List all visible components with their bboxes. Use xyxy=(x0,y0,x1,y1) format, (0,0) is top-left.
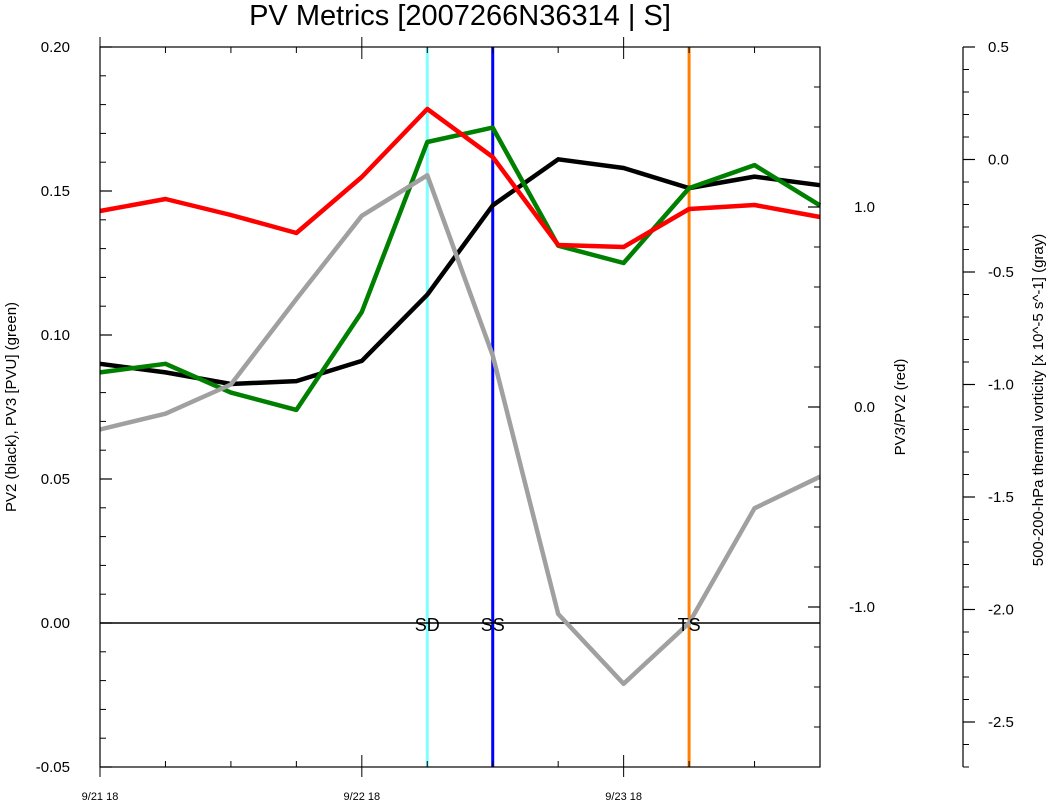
inner-right-tick-label: 1.0 xyxy=(854,199,875,216)
inner-right-tick-label: 0.0 xyxy=(854,399,875,416)
left-tick-label: 0.00 xyxy=(41,615,70,632)
outer-right-axis-label: 500-200-hPa thermal vorticity [x 10^-5 s… xyxy=(1030,234,1047,567)
event-label-ts: TS xyxy=(678,615,701,635)
outer-right-tick-label: 0.0 xyxy=(988,152,1009,169)
chart-title: PV Metrics [2007266N36314 | S] xyxy=(249,0,671,32)
left-axis-label: PV2 (black), PV3 [PVU] (green) xyxy=(3,302,20,512)
x-tick-label: 9/21 18 xyxy=(82,791,119,803)
event-label-ss: SS xyxy=(481,615,505,635)
outer-right-tick-label: -1.5 xyxy=(988,489,1014,506)
left-tick-label: 0.20 xyxy=(41,39,70,56)
left-tick-label: 0.15 xyxy=(41,183,70,200)
event-label-sd: SD xyxy=(415,615,440,635)
x-tick-label: 9/23 18 xyxy=(605,791,642,803)
left-tick-label: 0.10 xyxy=(41,327,70,344)
event-lines xyxy=(100,47,820,767)
series-line-3 xyxy=(99,173,821,687)
left-tick-label: 0.05 xyxy=(41,471,70,488)
outer-right-tick-label: -2.5 xyxy=(988,714,1014,731)
left-tick-label: -0.05 xyxy=(36,759,70,776)
outer-right-tick-label: 0.5 xyxy=(988,39,1009,56)
plot-frame xyxy=(99,46,821,768)
inner-right-axis-label: PV3/PV2 (red) xyxy=(892,359,909,456)
outer-right-tick-label: -2.0 xyxy=(988,602,1014,619)
outer-right-tick-label: -1.0 xyxy=(988,377,1014,394)
series-lines: SD SS TS xyxy=(99,106,822,687)
inner-right-tick-label: -1.0 xyxy=(849,599,875,616)
x-tick-label: 9/22 18 xyxy=(343,791,380,803)
axes: -0.05 0.00 0.05 0.10 0.15 0.20 -1.0 0.0 1.0 0.5 0.… xyxy=(36,37,1014,803)
series-line-2 xyxy=(99,106,821,250)
outer-right-tick-label: -0.5 xyxy=(988,264,1014,281)
